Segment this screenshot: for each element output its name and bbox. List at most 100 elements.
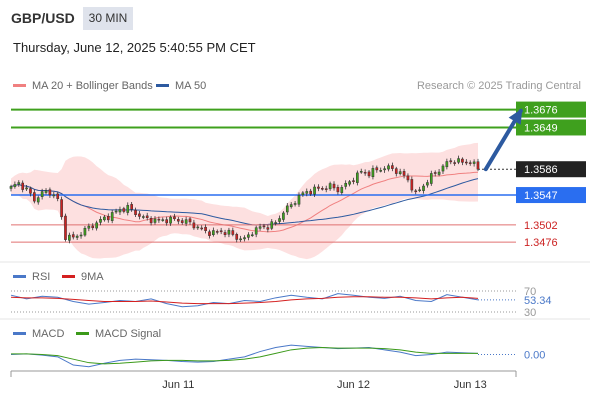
candle-body xyxy=(383,168,386,171)
candle-body xyxy=(122,208,126,212)
candle-body xyxy=(391,165,394,169)
candle-body xyxy=(36,197,40,203)
candle-body xyxy=(223,232,227,235)
candle-body xyxy=(95,222,98,229)
candle-body xyxy=(278,218,281,222)
candle-body xyxy=(145,215,149,218)
candle-body xyxy=(208,231,211,236)
candle-body xyxy=(188,218,192,223)
candle-body xyxy=(344,183,348,187)
candle-body xyxy=(258,226,262,229)
candle-body xyxy=(472,161,476,164)
candle-body xyxy=(274,222,277,224)
candle-body xyxy=(165,219,168,224)
candle-body xyxy=(437,171,441,175)
candle-body xyxy=(457,158,460,163)
candle-body xyxy=(468,162,472,164)
candle-body xyxy=(130,204,133,210)
candle-body xyxy=(79,234,83,237)
candle-body xyxy=(363,171,367,174)
candle-body xyxy=(379,170,383,172)
candle-body xyxy=(445,161,449,168)
candle-body xyxy=(324,188,328,190)
candle-body xyxy=(192,222,196,229)
rsi-line xyxy=(10,293,479,308)
legend-macd-label: MACD xyxy=(32,328,65,340)
x-tick-label: Jun 13 xyxy=(454,379,487,391)
legend-ma20-label: MA 20 + Bollinger Bands xyxy=(32,80,153,92)
candle-body xyxy=(106,216,110,221)
target-level-box xyxy=(516,101,586,118)
candle-body xyxy=(204,226,207,231)
candle-body xyxy=(356,172,359,183)
legend-macd: MACD xyxy=(13,328,64,340)
legend-macd-signal-label: MACD Signal xyxy=(95,328,162,340)
candle-body xyxy=(235,234,239,240)
candle-body xyxy=(138,213,141,217)
candle-body xyxy=(75,235,79,238)
candle-body xyxy=(48,189,52,196)
pair-title: GBP/USD xyxy=(11,10,75,26)
ma20-swatch xyxy=(13,83,26,87)
candle-body xyxy=(426,182,429,186)
candle-body xyxy=(465,161,468,164)
candle-body xyxy=(266,227,270,230)
candle-body xyxy=(301,192,305,195)
candle-body xyxy=(99,219,102,223)
candle-body xyxy=(433,172,437,174)
candle-body xyxy=(289,204,293,208)
candle-body xyxy=(359,171,363,173)
candle-body xyxy=(149,218,153,224)
candle-body xyxy=(239,238,242,241)
legend-rsi-label: RSI xyxy=(32,271,51,283)
candle-body xyxy=(56,193,60,199)
legend-ma20: MA 20 + Bollinger Bands xyxy=(13,80,153,92)
candle-body xyxy=(453,162,456,164)
legend-9ma-label: 9MA xyxy=(81,271,104,283)
support-level-label: 1.3476 xyxy=(524,237,558,249)
last-price-box xyxy=(516,161,586,178)
target-level-box xyxy=(516,119,586,136)
candle-body xyxy=(305,191,309,194)
candle-body xyxy=(83,227,87,236)
candle-body xyxy=(328,183,332,190)
datetime-label: Thursday, June 12, 2025 5:40:55 PM CET xyxy=(13,40,256,55)
candle-body xyxy=(180,220,184,223)
candle-body xyxy=(184,219,188,224)
candle-body xyxy=(231,230,235,235)
candle-body xyxy=(196,226,200,229)
timeframe-button[interactable]: 30 MIN xyxy=(83,7,133,30)
candle-body xyxy=(375,167,379,171)
candle-body xyxy=(270,221,274,229)
candle-body xyxy=(126,205,130,213)
legend-9ma: 9MA xyxy=(62,271,104,283)
credit-text: Research © 2025 Trading Central xyxy=(416,80,581,92)
candle-body xyxy=(262,225,266,228)
candle-body xyxy=(398,171,402,174)
candle-body xyxy=(64,215,67,240)
candle-body xyxy=(371,168,375,178)
candle-body xyxy=(219,230,223,233)
rsi-tick-label: 30 xyxy=(524,307,536,319)
candle-body xyxy=(141,216,145,218)
candle-body xyxy=(394,168,398,174)
candle-body xyxy=(169,216,172,224)
target-level-label: 1.3676 xyxy=(524,105,558,117)
candle-body xyxy=(110,212,114,221)
candle-body xyxy=(254,227,258,235)
candle-body xyxy=(352,180,355,182)
candle-body xyxy=(25,187,28,190)
macd-line xyxy=(10,344,479,368)
pivot-level-box xyxy=(516,187,586,204)
candle-body xyxy=(285,205,289,213)
target-level-label: 1.3649 xyxy=(524,122,558,134)
ma50-line xyxy=(10,178,479,226)
candle-body xyxy=(200,227,204,230)
candle-body xyxy=(21,182,24,190)
candle-body xyxy=(449,160,453,163)
candle-body xyxy=(336,187,340,193)
candle-body xyxy=(321,188,324,190)
candle-body xyxy=(348,181,351,185)
candle-body xyxy=(227,229,231,235)
